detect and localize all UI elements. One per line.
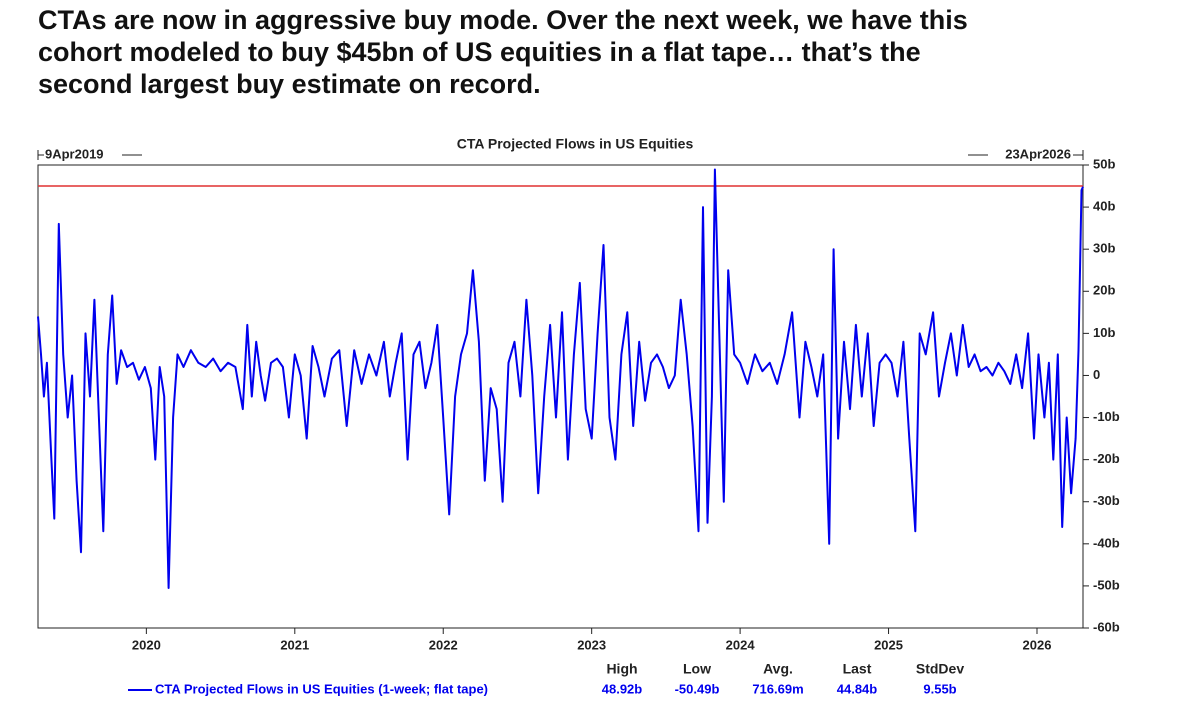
y-tick-label: 0 [1093,367,1100,382]
x-tick-label: 2024 [726,637,756,652]
stat-name: High [606,661,637,677]
stat-name: StdDev [916,661,964,677]
y-tick-label: -60b [1093,619,1120,634]
stat-name: Low [683,661,711,677]
stat-value: -50.49b [675,681,720,696]
y-tick-label: -50b [1093,577,1120,592]
y-tick-label: 20b [1093,283,1115,298]
x-tick-label: 2023 [577,637,606,652]
y-tick-label: -20b [1093,451,1120,466]
heading-line: cohort modeled to buy $45bn of US equiti… [38,37,921,67]
x-tick-label: 2026 [1023,637,1052,652]
end-label: 23Apr2026 [1005,146,1071,161]
legend-label: CTA Projected Flows in US Equities (1-we… [155,681,488,696]
y-tick-label: 50b [1093,156,1115,171]
y-tick-label: 40b [1093,199,1115,214]
y-tick-label: 10b [1093,325,1115,340]
y-tick-label: 30b [1093,241,1115,256]
line-series [37,168,1084,589]
stat-value: 44.84b [837,681,878,696]
plot-frame [37,164,1084,629]
stat-value: 48.92b [602,681,643,696]
heading-line: second largest buy estimate on record. [38,69,541,99]
y-tick-label: -10b [1093,409,1120,424]
x-tick-label: 2022 [429,637,458,652]
start-label: 9Apr2019 [45,146,104,161]
stat-name: Avg. [763,661,793,677]
stat-value: 716.69m [752,681,803,696]
y-tick-label: -30b [1093,493,1120,508]
heading-line: CTAs are now in aggressive buy mode. Ove… [38,5,968,35]
y-tick-label: -40b [1093,535,1120,550]
stat-value: 9.55b [923,681,956,696]
x-tick-label: 2021 [280,637,309,652]
stat-name: Last [843,661,872,677]
x-tick-label: 2025 [874,637,903,652]
x-tick-label: 2020 [132,637,161,652]
chart-title: CTA Projected Flows in US Equities [457,136,694,152]
